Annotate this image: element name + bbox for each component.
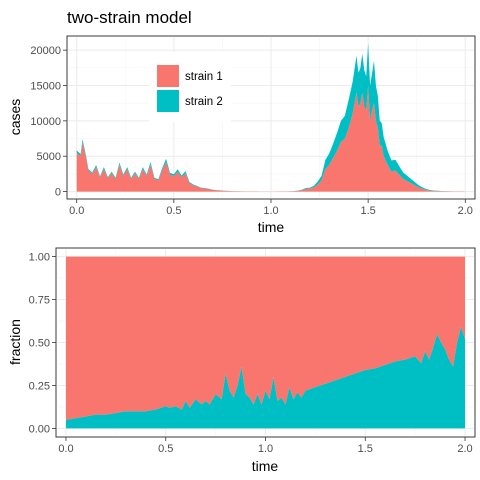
top-y-tick-label: 0 (55, 187, 61, 199)
bottom-x-axis-title: time (252, 458, 279, 474)
top-area-strain-1 (76, 85, 466, 192)
top-chart-panel: strain 1 strain 2 0.0 0.5 1.0 1.5 2.0 0 5000 10… (7, 35, 476, 235)
bottom-y-tick-label: 0.25 (29, 380, 50, 392)
top-axes: 0.0 0.5 1.0 1.5 2.0 0 5000 10000 15000 20000 (30, 45, 473, 217)
legend-key-strain-1 (157, 65, 179, 87)
top-y-tick-label: 15000 (30, 81, 61, 93)
legend-label-strain-1: strain 1 (185, 71, 223, 83)
top-x-axis-title: time (258, 219, 285, 235)
bottom-x-tick-label: 1.0 (258, 443, 273, 455)
legend: strain 1 strain 2 (149, 52, 231, 122)
top-x-tick-label: 0.0 (69, 205, 84, 217)
top-stacked-areas (76, 43, 466, 192)
top-y-axis-title: cases (7, 99, 23, 136)
bottom-chart-panel: 0.0 0.5 1.0 1.5 2.0 0.00 0.25 0.50 0.75 1.00 time… (7, 247, 476, 474)
plot-title: two-strain model (67, 8, 192, 27)
bottom-axes: 0.0 0.5 1.0 1.5 2.0 0.00 0.25 0.50 0.75 1.00 (29, 252, 473, 455)
top-x-tick-label: 0.5 (166, 205, 181, 217)
bottom-y-tick-label: 0.00 (29, 423, 50, 435)
bottom-y-axis-title: fraction (7, 319, 23, 365)
top-y-tick-label: 5000 (37, 151, 61, 163)
legend-key-strain-2 (157, 90, 179, 112)
bottom-y-tick-label: 0.50 (29, 338, 50, 350)
bottom-y-tick-label: 1.00 (29, 252, 50, 264)
bottom-x-tick-label: 1.5 (358, 443, 373, 455)
legend-label-strain-2: strain 2 (185, 96, 223, 108)
bottom-area-strain-1 (65, 256, 466, 420)
top-x-tick-label: 2.0 (458, 205, 473, 217)
bottom-x-tick-label: 0.5 (158, 443, 173, 455)
bottom-y-tick-label: 0.75 (29, 295, 50, 307)
top-x-tick-label: 1.0 (263, 205, 278, 217)
bottom-x-tick-label: 2.0 (457, 443, 472, 455)
top-y-tick-label: 10000 (30, 116, 61, 128)
top-area-strain-2 (76, 43, 466, 192)
bottom-x-tick-label: 0.0 (58, 443, 73, 455)
bottom-area-strain-2 (65, 327, 466, 429)
bottom-stacked-areas (65, 256, 466, 429)
top-x-tick-label: 1.5 (360, 205, 375, 217)
top-y-tick-label: 20000 (30, 45, 61, 57)
